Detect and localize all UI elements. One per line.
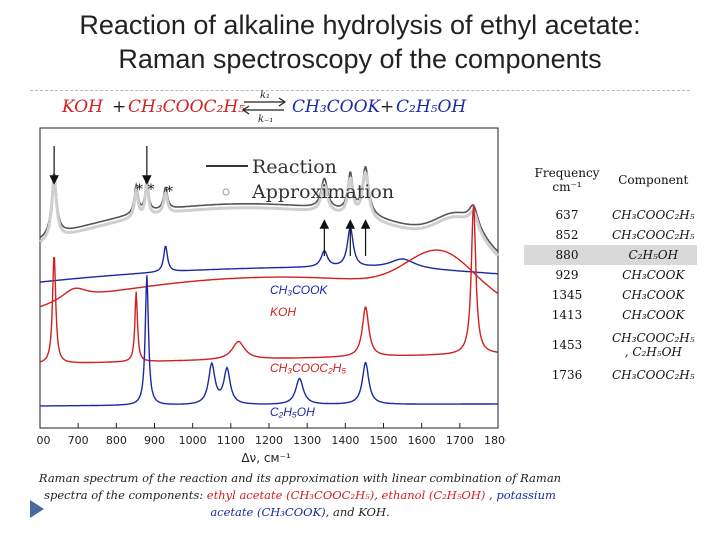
table-row: 852 CH₃COOC₂H₅ xyxy=(524,225,697,245)
x-tick-label: 1000 xyxy=(179,434,207,447)
row-frequency: 880 xyxy=(524,245,610,265)
x-tick-label: 1300 xyxy=(293,434,321,447)
x-tick-label: 1500 xyxy=(370,434,398,447)
x-axis-label: Δν, см⁻¹ xyxy=(241,451,291,465)
slide-bullet-icon xyxy=(30,500,44,518)
x-tick-label: 800 xyxy=(106,434,127,447)
x-tick-label: 600 xyxy=(36,434,51,447)
reaction-equation: KOH + CH₃COOC₂H₅ k₁ k₋₁ CH₃COOK + C₂H₅OH xyxy=(61,90,467,124)
title-line-1: Reaction of alkaline hydrolysis of ethyl… xyxy=(79,10,641,40)
series-line-c2h5oh xyxy=(40,275,498,407)
trace-label-ethanol: C₂H₅OH xyxy=(270,405,315,419)
x-tick-label: 1200 xyxy=(255,434,283,447)
row-component: CH₃COOK xyxy=(622,308,685,322)
caption-ethanol: ethanol (C₂H₅OH) xyxy=(381,488,486,502)
caption-sep-2: , xyxy=(485,488,497,502)
caption-intro: Raman spectrum of the reaction and its a… xyxy=(38,471,562,502)
row-component: CH₃COOC₂H₅ , C₂H₅OH xyxy=(612,331,695,359)
table-row: 1736 CH₃COOC₂H₅ xyxy=(524,365,697,385)
row-component: CH₃COOK xyxy=(622,268,685,282)
series-line-approx xyxy=(39,170,500,257)
marker-double-star: * * xyxy=(136,182,154,198)
legend-reaction-label: Reaction xyxy=(252,156,337,178)
table-row: 1345 CH₃COOK xyxy=(524,285,697,305)
eq-plus-2: + xyxy=(380,97,394,117)
caption-ethyl-acetate: ethyl acetate (CH₃COOC₂H₅) xyxy=(206,488,375,502)
slide-title: Reaction of alkaline hydrolysis of ethyl… xyxy=(0,8,720,76)
row-frequency: 1345 xyxy=(551,288,583,302)
eq-plus-1: + xyxy=(112,97,126,117)
series-line-koh xyxy=(39,249,499,308)
frequency-table: Frequency cm⁻¹ Component 637 CH₃COOC₂H₅ 8… xyxy=(524,155,697,385)
table-header-row: Frequency cm⁻¹ Component xyxy=(524,155,697,205)
x-axis-ticks: 600 700 800 900 1000 1100 1200 1300 1400 1500 1600… xyxy=(36,423,506,447)
title-line-2: Raman spectroscopy of the components xyxy=(118,44,602,74)
marker-star: * xyxy=(166,184,173,200)
row-component: C₂H₅OH xyxy=(610,245,697,265)
eq-ethanol: C₂H₅OH xyxy=(396,97,467,117)
caption-sep-1: , xyxy=(374,488,382,502)
series-line-reaction xyxy=(39,165,499,253)
figure-caption: Raman spectrum of the reaction and its a… xyxy=(30,470,570,521)
x-tick-label: 1800 xyxy=(484,434,506,447)
row-frequency: 637 xyxy=(555,208,579,222)
table-row: 880 C₂H₅OH xyxy=(524,245,697,265)
row-frequency: 929 xyxy=(555,268,579,282)
chart-legend: Reaction Approximation xyxy=(206,156,394,203)
legend-approximation-label: Approximation xyxy=(251,181,394,203)
table-row: 929 CH₃COOK xyxy=(524,265,697,285)
caption-end: , and KOH. xyxy=(325,505,390,519)
header-component: Component xyxy=(618,173,689,187)
x-tick-label: 900 xyxy=(144,434,165,447)
row-frequency: 1453 xyxy=(551,338,583,352)
x-tick-label: 1600 xyxy=(408,434,436,447)
peak-arrows xyxy=(49,146,371,256)
eq-k-minus-1: k₋₁ xyxy=(258,114,273,124)
row-frequency: 1736 xyxy=(551,368,583,382)
row-frequency: 852 xyxy=(555,228,579,242)
series-line-ch3cooc2h5 xyxy=(39,204,499,364)
x-tick-label: 700 xyxy=(68,434,89,447)
raman-spectrum-chart: 600 700 800 900 1000 1100 1200 1300 1400 1500 1600… xyxy=(36,127,506,465)
row-component: CH₃COOK xyxy=(622,288,685,302)
title-divider xyxy=(30,90,690,91)
row-frequency: 1413 xyxy=(551,308,583,322)
eq-potassium-acetate: CH₃COOK xyxy=(292,97,382,117)
eq-ethyl-acetate: CH₃COOC₂H₅ xyxy=(128,97,245,117)
table-row: 1413 CH₃COOK xyxy=(524,305,697,325)
x-tick-label: 1700 xyxy=(446,434,474,447)
x-tick-label: 1100 xyxy=(217,434,245,447)
eq-koh: KOH xyxy=(61,97,104,117)
x-tick-label: 1400 xyxy=(331,434,359,447)
spectrum-traces xyxy=(39,165,500,407)
equilibrium-arrows-icon xyxy=(241,97,287,115)
trace-label-koh: KOH xyxy=(270,305,296,319)
row-component: CH₃COOC₂H₅ xyxy=(612,228,695,242)
row-component: CH₃COOC₂H₅ xyxy=(612,368,695,382)
series-line-ch3cook xyxy=(39,226,498,283)
table-row: 1453 CH₃COOC₂H₅ , C₂H₅OH xyxy=(524,325,697,365)
trace-label-ethyl-acetate: CH₃COOC₂H₅ xyxy=(270,361,346,375)
row-component: CH₃COOC₂H₅ xyxy=(612,208,695,222)
table-row: 637 CH₃COOC₂H₅ xyxy=(524,205,697,225)
trace-label-ch3cook: CH₃COOK xyxy=(270,283,328,297)
plot-frame xyxy=(39,127,499,429)
caption-potassium-acetate: potassium acetate (CH₃COOK) xyxy=(210,488,556,519)
legend-approximation-swatch xyxy=(222,188,230,196)
header-frequency: Frequency cm⁻¹ xyxy=(534,166,600,194)
eq-k1: k₁ xyxy=(260,90,270,101)
